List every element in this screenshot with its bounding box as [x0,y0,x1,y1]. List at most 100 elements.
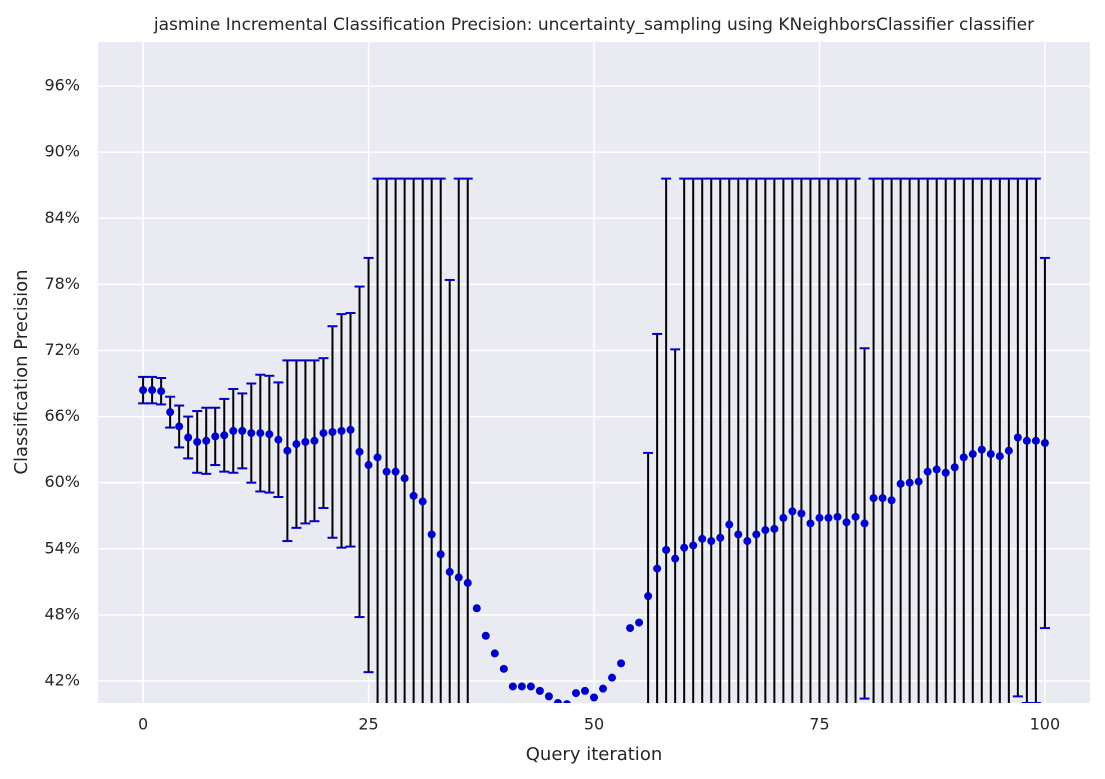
y-tick-label: 96% [44,76,80,95]
point [346,425,355,434]
point [635,618,644,627]
point [211,432,220,441]
point [878,494,887,503]
point [698,534,707,543]
point [418,497,427,506]
point [337,426,346,435]
point [391,467,400,476]
point [725,520,734,529]
point [986,450,995,459]
point [905,478,914,487]
point [553,699,562,703]
point [941,468,950,477]
point [247,429,256,438]
point [869,494,878,503]
point [752,530,761,539]
x-tick-label: 75 [809,715,829,734]
point [571,689,580,698]
point [166,408,175,417]
point [851,512,860,521]
point [436,550,445,559]
point [301,437,310,446]
point [644,592,653,601]
y-tick-label: 84% [44,208,80,227]
point [761,526,770,535]
point [148,386,157,395]
point [1004,446,1013,455]
point [580,686,589,695]
y-tick-label: 90% [44,142,80,161]
point [184,433,193,442]
point [671,554,680,563]
point [157,387,166,396]
point [319,429,328,438]
point [463,578,472,587]
point [860,519,869,528]
x-tick-label: 0 [138,715,148,734]
point [139,386,148,395]
point [1013,433,1022,442]
point [265,430,274,439]
y-tick-label: 54% [44,538,80,557]
point [653,564,662,573]
point [923,467,932,476]
point [617,659,626,668]
point [815,513,824,522]
point [680,543,689,552]
point [914,477,923,486]
chart-title: jasmine Incremental Classification Preci… [153,15,1034,35]
point [950,463,959,472]
point [310,436,319,445]
point [256,429,265,438]
point [824,513,833,522]
point [1040,439,1049,448]
y-tick-label: 66% [44,406,80,425]
point [364,461,373,470]
y-tick-label: 42% [44,670,80,689]
point [797,509,806,518]
point [968,450,977,459]
point [202,436,211,445]
point [770,524,779,533]
point [481,631,490,640]
point [454,573,463,582]
marks [138,177,1050,703]
point [526,682,535,691]
point [626,624,635,633]
point [779,513,788,522]
point [1031,436,1040,445]
point [328,427,337,436]
point [788,507,797,516]
y-tick-label: 48% [44,604,80,623]
point [445,567,454,576]
point [373,453,382,462]
point [382,467,391,476]
point [806,519,815,528]
y-tick-label: 78% [44,274,80,293]
point [283,446,292,455]
x-tick-label: 100 [1030,715,1061,734]
point [517,682,526,691]
point [292,440,301,449]
point [1022,436,1031,445]
point [887,496,896,505]
point [535,686,544,695]
point [175,422,184,431]
point [274,435,283,444]
point [662,545,671,554]
point [995,452,1004,461]
point [896,479,905,488]
point [508,682,517,691]
point [608,673,617,682]
point [590,693,598,702]
point [400,474,409,483]
point [716,533,725,542]
point [427,530,436,539]
point [977,445,986,454]
point [544,692,553,701]
point [689,541,698,550]
point [238,426,247,435]
x-tick-label: 25 [358,715,378,734]
point [499,664,508,673]
